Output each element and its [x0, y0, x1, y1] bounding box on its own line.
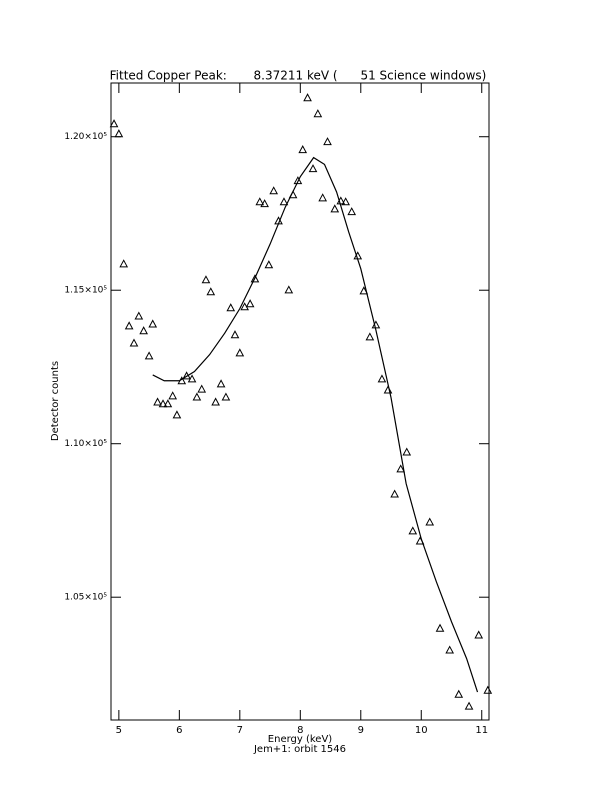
- data-point: [347, 207, 357, 216]
- data-point: [230, 330, 240, 339]
- data-point: [308, 164, 318, 173]
- data-point: [474, 630, 484, 639]
- data-point: [168, 391, 178, 400]
- data-point: [293, 176, 303, 185]
- data-point: [192, 392, 202, 401]
- data-point: [330, 204, 340, 213]
- data-point: [483, 685, 493, 694]
- data-point: [365, 332, 375, 341]
- data-point: [226, 303, 236, 312]
- x-tick-label: 10: [415, 725, 428, 736]
- data-point: [298, 145, 308, 154]
- y-tick-label: 1.10×10⁵: [64, 439, 107, 449]
- data-point: [114, 129, 124, 138]
- x-tick-label: 5: [116, 725, 122, 736]
- fit-line: [152, 156, 479, 693]
- data-point: [313, 109, 323, 118]
- data-point: [284, 285, 294, 294]
- data-point: [269, 186, 279, 195]
- y-tick-label: 1.20×10⁵: [64, 132, 107, 142]
- data-point: [129, 338, 139, 347]
- data-point: [408, 526, 418, 535]
- data-point: [396, 464, 406, 473]
- chart-title: Fitted Copper Peak: 8.37211 keV ( 51 Sci…: [110, 69, 487, 83]
- x-axis-label: Energy (keV): [268, 734, 333, 745]
- x-tick-label: 8: [297, 725, 303, 736]
- data-point: [211, 397, 220, 406]
- data-point: [163, 399, 173, 408]
- data-point: [445, 645, 455, 654]
- data-point: [245, 299, 255, 308]
- data-point: [119, 259, 129, 268]
- data-point: [323, 137, 332, 146]
- data-point: [216, 379, 226, 388]
- subtitle: Jem+1: orbit 1546: [253, 744, 346, 755]
- data-point: [454, 689, 464, 698]
- data-point: [109, 119, 119, 128]
- data-point: [158, 399, 168, 408]
- data-point: [318, 193, 328, 202]
- data-point: [260, 199, 269, 208]
- data-point: [250, 274, 260, 283]
- y-tick-label: 1.05×10⁵: [64, 593, 107, 603]
- data-point: [377, 374, 387, 383]
- data-point: [303, 93, 312, 102]
- x-tick-label: 7: [237, 725, 243, 736]
- y-tick-label: 1.15×10⁵: [64, 286, 107, 296]
- data-point: [255, 197, 265, 206]
- data-point: [124, 321, 134, 330]
- data-point: [153, 397, 162, 406]
- x-tick-label: 9: [358, 725, 364, 736]
- y-axis-label: Detector counts: [50, 361, 61, 441]
- data-point: [144, 351, 154, 360]
- data-point: [148, 319, 158, 328]
- data-point: [139, 326, 148, 335]
- data-point: [201, 275, 211, 284]
- data-point: [279, 197, 289, 206]
- data-point: [187, 374, 197, 383]
- data-point: [221, 392, 231, 401]
- data-point: [402, 447, 412, 456]
- data-point: [206, 287, 216, 296]
- data-point: [264, 260, 274, 269]
- data-point: [235, 348, 245, 357]
- x-tick-label: 6: [176, 725, 182, 736]
- data-point: [172, 410, 182, 419]
- data-point: [134, 311, 144, 320]
- data-point: [435, 623, 445, 632]
- data-point: [341, 197, 350, 206]
- data-point: [425, 517, 435, 526]
- data-point: [197, 384, 207, 393]
- x-tick-label: 11: [475, 725, 488, 736]
- data-point: [464, 701, 474, 710]
- data-point: [390, 489, 399, 498]
